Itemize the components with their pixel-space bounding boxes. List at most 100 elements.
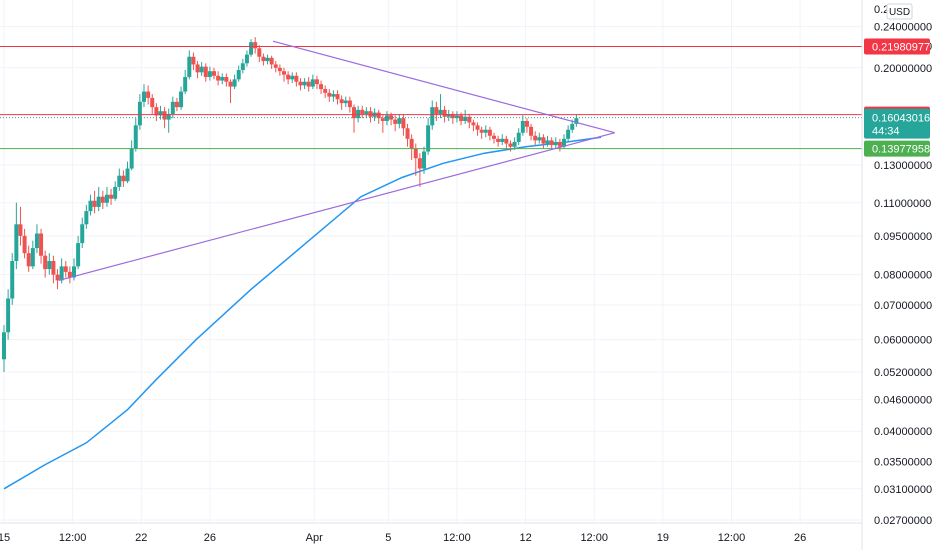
candle-body <box>84 211 89 225</box>
candle-body <box>142 91 147 102</box>
candle-body <box>492 135 497 139</box>
candle-body <box>302 81 307 86</box>
candle <box>166 108 171 133</box>
candle <box>319 80 324 95</box>
horizontal-levels[interactable] <box>0 45 862 150</box>
candle <box>249 39 254 57</box>
candle-body <box>121 175 126 182</box>
candle <box>109 188 114 205</box>
candle <box>67 266 72 284</box>
moving-average-line <box>3 136 602 490</box>
candle <box>376 109 381 124</box>
candle <box>533 131 538 146</box>
candle-body <box>265 57 270 62</box>
candle-body <box>286 74 291 80</box>
candle-body <box>566 129 571 139</box>
currency-box <box>886 3 913 20</box>
level-badge: 0.21980977 <box>864 38 930 55</box>
price-tick-label: 0.03100000 <box>874 484 932 496</box>
candle-body <box>454 115 459 119</box>
trendline[interactable] <box>58 132 615 281</box>
candle-body <box>137 101 142 126</box>
candle-body <box>224 76 229 82</box>
candle <box>96 186 101 212</box>
price-axis[interactable]: 0.240000000.220000000.200000000.13000000… <box>874 4 932 527</box>
candle-body <box>483 129 488 133</box>
candle-body <box>463 116 468 121</box>
candle-body <box>413 148 418 159</box>
trendline[interactable] <box>272 40 615 134</box>
time-axis[interactable]: 15 12:00 22 26 Apr 5 12:00 12 12:00 19 12:00 26 <box>0 532 806 544</box>
candle-body <box>570 123 575 130</box>
candle-body <box>133 125 138 149</box>
candle <box>47 253 52 275</box>
candle <box>384 111 389 126</box>
candle <box>63 260 68 278</box>
candle <box>479 126 484 139</box>
candle-body <box>170 101 175 114</box>
currency-text: USD <box>889 7 910 18</box>
candle <box>512 137 517 150</box>
time-tick-label: 12:00 <box>580 532 608 544</box>
chart-grid <box>0 0 862 523</box>
candle-body <box>397 118 402 124</box>
candle <box>18 206 23 246</box>
candle <box>475 122 480 136</box>
candle-body <box>430 107 435 126</box>
candlestick-series <box>2 37 579 372</box>
candle-body <box>426 125 431 152</box>
candle <box>240 58 245 74</box>
trendlines[interactable] <box>58 40 615 281</box>
candle <box>438 94 443 119</box>
candle-body <box>261 56 266 62</box>
candle <box>434 101 439 121</box>
price-tick-label: 0.09500000 <box>874 231 932 243</box>
candle <box>191 52 196 71</box>
candle <box>253 37 258 54</box>
candle <box>294 72 299 87</box>
candle-body <box>529 126 534 136</box>
candle <box>76 235 81 270</box>
candle-body <box>475 125 480 130</box>
candle-body <box>125 168 130 182</box>
candle-body <box>269 57 274 65</box>
candle-body <box>533 135 538 141</box>
candle <box>331 90 336 102</box>
candle <box>471 119 476 132</box>
candle-body <box>100 196 105 203</box>
candle-body <box>47 260 52 270</box>
currency-label[interactable]: USD <box>886 3 913 20</box>
candle <box>187 50 192 80</box>
candle-body <box>154 107 159 116</box>
candle <box>343 96 348 108</box>
candle-body <box>59 266 64 281</box>
candle-body <box>6 298 11 333</box>
candle-body <box>2 332 6 360</box>
candle-body <box>409 138 414 149</box>
candle-body <box>195 64 200 73</box>
candle <box>92 190 97 214</box>
candle-body <box>339 99 344 104</box>
candle <box>492 132 497 144</box>
candle-body <box>327 92 332 97</box>
candle-body <box>450 113 455 119</box>
candle <box>129 140 134 171</box>
candle-body <box>537 137 542 141</box>
candle-body <box>541 137 546 144</box>
candle <box>426 118 431 155</box>
candle <box>397 113 402 129</box>
candle-body <box>146 91 151 98</box>
candle <box>121 170 126 187</box>
candle <box>154 103 159 121</box>
price-tick-label: 0.04600000 <box>874 395 932 407</box>
candle <box>298 78 303 91</box>
candle-body <box>212 71 217 76</box>
candle <box>467 113 472 129</box>
candle-body <box>389 115 394 120</box>
candle-body <box>162 111 167 120</box>
price-tick-label: 0.20000000 <box>874 63 932 75</box>
candle <box>207 66 212 81</box>
time-tick-label: 22 <box>135 532 147 544</box>
candle <box>100 190 105 210</box>
